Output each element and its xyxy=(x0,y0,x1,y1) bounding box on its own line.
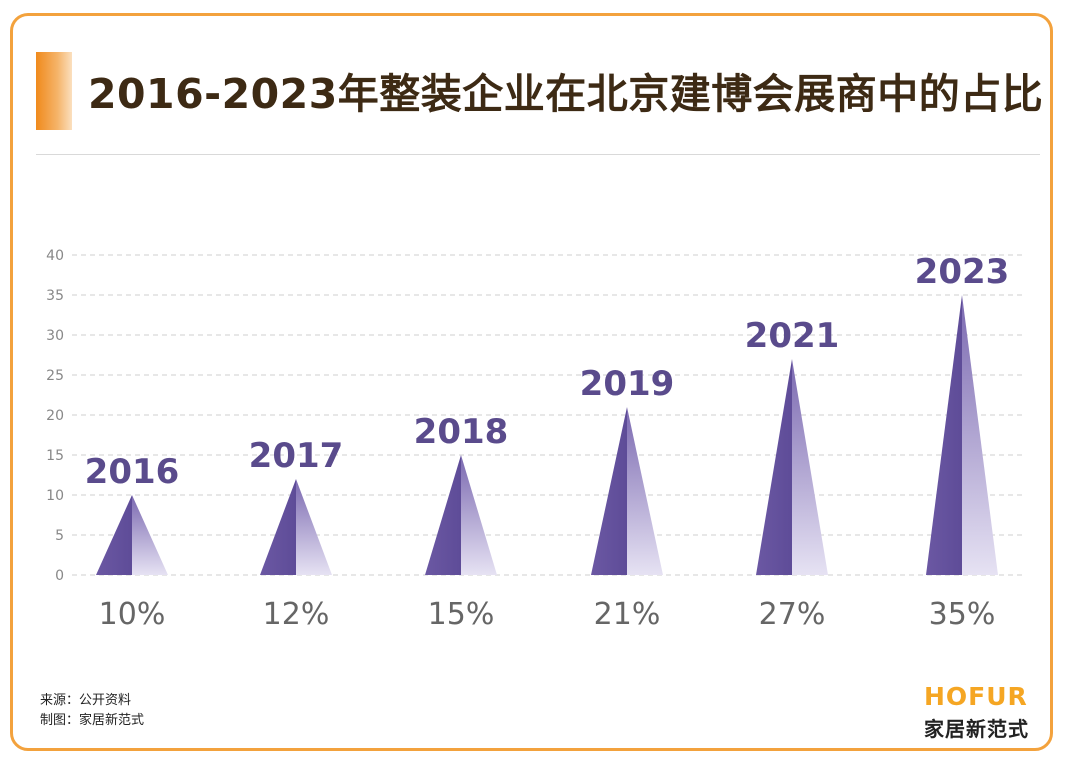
title-accent-bar xyxy=(36,52,72,130)
bar-2018-left-face xyxy=(425,455,461,575)
bar-2016-right-face xyxy=(132,495,168,575)
value-label-2021: 27% xyxy=(759,597,826,632)
y-tick-label: 5 xyxy=(55,528,64,544)
source-note: 来源：公开资料 xyxy=(40,693,132,708)
year-label-2023: 2023 xyxy=(915,252,1010,292)
y-tick-label: 0 xyxy=(55,568,64,584)
y-tick-label: 10 xyxy=(46,488,64,504)
bar-2021-left-face xyxy=(756,359,792,575)
year-label-2016: 2016 xyxy=(85,452,180,492)
y-tick-label: 40 xyxy=(46,248,64,264)
value-label-2018: 15% xyxy=(428,597,495,632)
y-tick-label: 35 xyxy=(46,288,64,304)
bar-2019-left-face xyxy=(591,407,627,575)
bar-2017-left-face xyxy=(260,479,296,575)
credit-note: 制图：家居新范式 xyxy=(40,713,145,728)
chart-title: 2016-2023年整装企业在北京建博会展商中的占比 xyxy=(88,70,1044,118)
year-label-2019: 2019 xyxy=(580,364,675,404)
bar-2021-right-face xyxy=(792,359,828,575)
bar-2016-left-face xyxy=(96,495,132,575)
grid-layer xyxy=(72,254,1022,576)
value-label-2016: 10% xyxy=(99,597,166,632)
y-tick-label: 30 xyxy=(46,328,64,344)
bar-2019-right-face xyxy=(627,407,663,575)
bar-2023-right-face xyxy=(962,295,998,575)
year-label-2021: 2021 xyxy=(745,316,840,356)
value-label-2019: 21% xyxy=(594,597,661,632)
title-divider xyxy=(36,154,1040,155)
chart-frame xyxy=(10,13,1053,751)
year-label-2018: 2018 xyxy=(414,412,509,452)
value-label-2023: 35% xyxy=(929,597,996,632)
y-tick-label: 15 xyxy=(46,448,64,464)
y-tick-label: 25 xyxy=(46,368,64,384)
labels-layer: 0 5 10 15 20 25 30 35 40 2016 10% 2017 12% 2018 15% 201… xyxy=(46,248,1009,632)
bar-2018-right-face xyxy=(461,455,497,575)
bar-2023-left-face xyxy=(926,295,962,575)
bar-2017-right-face xyxy=(296,479,332,575)
year-label-2017: 2017 xyxy=(249,436,344,476)
y-tick-label: 20 xyxy=(46,408,64,424)
brand-logo-text: HOFUR xyxy=(924,682,1028,711)
brand-name-cn: 家居新范式 xyxy=(924,717,1029,741)
value-label-2017: 12% xyxy=(263,597,330,632)
bars-layer xyxy=(96,295,998,575)
